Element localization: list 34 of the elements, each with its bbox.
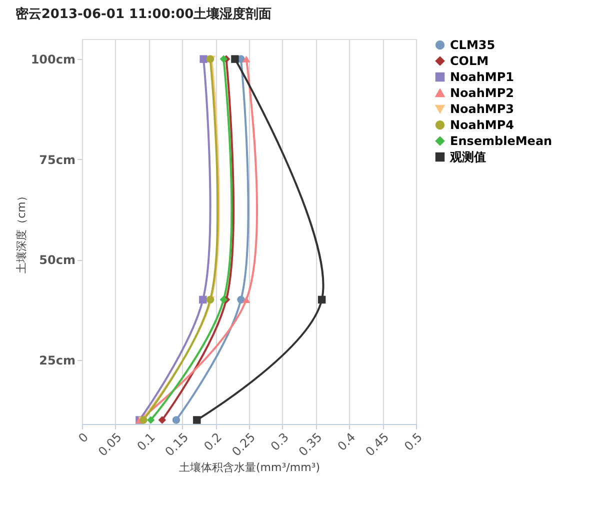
legend-label: COLM	[450, 54, 489, 68]
y-tick-label: 25cm	[39, 353, 76, 368]
point	[220, 55, 228, 63]
x-tick-label: 0.2	[201, 430, 225, 454]
point	[172, 416, 180, 424]
x-tick-label: 0.5	[402, 430, 425, 454]
y-axis-title: 土壤深度（cm）	[14, 190, 28, 274]
point	[242, 56, 250, 62]
point	[158, 416, 166, 424]
point	[193, 416, 201, 424]
x-tick-label: 0.3	[268, 430, 292, 454]
point	[220, 296, 228, 304]
x-tick-label: 0	[76, 430, 91, 446]
y-tick-label: 100cm	[30, 52, 76, 67]
y-tick-label: 50cm	[39, 253, 76, 268]
x-axis-title: 土壤体积含水量(mm³/mm³)	[179, 461, 320, 474]
point	[318, 296, 326, 304]
point	[199, 296, 207, 304]
point	[242, 296, 250, 304]
y-tick-label: 75cm	[39, 152, 76, 167]
legend-label: NoahMP4	[450, 118, 514, 132]
legend-label: EnsembleMean	[450, 134, 552, 148]
legend-label: NoahMP1	[450, 70, 514, 84]
point	[146, 416, 155, 424]
point	[237, 296, 245, 304]
legend-label: NoahMP3	[450, 102, 514, 116]
chart-title: 密云2013-06-01 11:00:00土壤湿度剖面	[15, 6, 272, 22]
legend-label: NoahMP2	[450, 86, 514, 100]
legend-label: CLM35	[450, 38, 496, 52]
point	[200, 55, 208, 63]
point	[231, 55, 239, 63]
x-tick-label: 0.4	[334, 430, 358, 454]
legend-label: 观测值	[449, 150, 486, 164]
x-tick-label: 0.1	[134, 430, 158, 454]
